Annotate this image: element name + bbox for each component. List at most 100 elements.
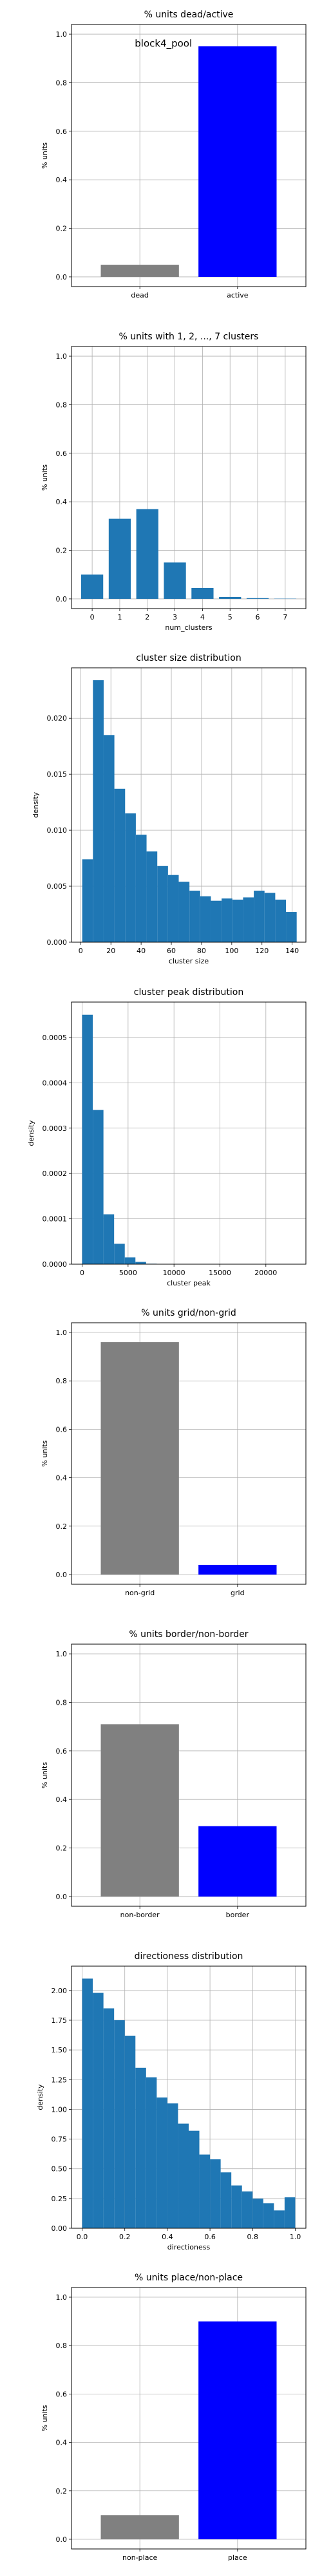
x-tick-label: 10000: [163, 1269, 185, 1277]
y-tick-label: 0.0000: [43, 1260, 68, 1269]
x-tick-label: non-place: [122, 2553, 157, 2562]
y-tick-label: 0.0001: [43, 1215, 68, 1224]
y-axis: 0.0 0.2 0.4 0.6 0.8 1.0: [56, 2293, 71, 2544]
x-tick-label: 2: [145, 613, 149, 621]
histogram-bar: [124, 1257, 136, 1264]
y-tick-label: 0.6: [56, 128, 68, 136]
histogram-bar: [286, 912, 297, 942]
axes-frame: [71, 667, 307, 943]
chart-title: % units border/non-border: [129, 1629, 248, 1640]
layer-annotation: block4_pool: [135, 38, 192, 50]
histogram-bar: [252, 2198, 263, 2228]
y-tick-label: 0.0: [56, 1893, 68, 1901]
y-tick-label: 0.0004: [43, 1079, 68, 1087]
x-tick-label: 0.2: [119, 2233, 131, 2241]
bars: [100, 1342, 277, 1575]
y-tick-label: 1.50: [52, 2046, 68, 2054]
chart-title: cluster peak distribution: [134, 987, 243, 998]
histogram-bar: [157, 866, 168, 942]
histogram-bar: [93, 1110, 104, 1264]
histogram-bar: [274, 2210, 285, 2228]
y-tick-label: 0.8: [56, 1698, 68, 1707]
bar-active: [198, 46, 277, 277]
x-axis: dead active: [131, 287, 249, 299]
bars: [80, 509, 297, 599]
y-tick-label: 1.0: [56, 30, 68, 39]
y-tick-label: 0.0005: [43, 1034, 68, 1042]
chart-panel-4: 0 5000 10000 15000 200000.00000.00010.00020.…: [27, 987, 307, 1287]
x-tick-label: 0.8: [247, 2233, 259, 2241]
chart-title: % units place/non-place: [135, 2273, 243, 2283]
bar-2: [136, 509, 158, 599]
x-tick-label: 0.4: [162, 2233, 173, 2241]
x-tick-label: 3: [173, 613, 177, 621]
x-axis-label: cluster peak: [167, 1279, 211, 1287]
chart-title: % units dead/active: [144, 10, 234, 20]
bar-5: [219, 596, 242, 599]
histogram-bar: [167, 875, 179, 942]
y-tick-label: 1.0: [56, 352, 68, 361]
y-axis-label: % units: [41, 464, 49, 491]
chart-panel-2: 0 1 2 3 4 5 6 7 0.0 0.2 0.4 0.6 0.8 1.0 % units with 1…: [41, 332, 307, 632]
bars: [100, 2321, 277, 2539]
x-tick-label: 7: [283, 613, 287, 621]
y-tick-label: 0.0: [56, 595, 68, 603]
y-axis-label: density: [27, 1120, 35, 1146]
histogram-bar: [200, 896, 211, 942]
y-tick-label: 1.25: [52, 2076, 68, 2084]
y-tick-label: 1.75: [52, 2016, 68, 2025]
axes-frame: [71, 24, 307, 287]
x-tick-label: grid: [231, 1589, 245, 1597]
y-axis: 0.0000 0.0001 0.0002 0.0003 0.0004 0.0005: [43, 1034, 71, 1269]
bar-non-place: [100, 2515, 179, 2539]
histogram-bar: [114, 2020, 125, 2228]
y-axis: 0.0 0.2 0.4 0.6 0.8 1.0: [56, 1650, 71, 1901]
x-tick-label: 120: [255, 947, 269, 955]
histogram-bar: [263, 2203, 274, 2228]
bars: [100, 46, 277, 277]
y-tick-label: 0.2: [56, 2487, 68, 2496]
y-tick-label: 0.4: [56, 498, 68, 506]
y-axis: 0.0 0.2 0.4 0.6 0.8 1.0: [56, 352, 71, 603]
x-tick-label: 15000: [209, 1269, 231, 1277]
y-axis-label: density: [36, 2084, 44, 2110]
histogram-bar: [178, 2123, 189, 2228]
chart-title: % units with 1, 2, ..., 7 clusters: [119, 332, 259, 342]
x-tick-label: active: [227, 291, 249, 299]
histogram-bar: [275, 899, 287, 942]
bar-0: [80, 574, 104, 599]
histogram-bar: [243, 897, 254, 942]
histogram-bar: [82, 1014, 93, 1264]
x-tick-label: border: [226, 1911, 250, 1919]
y-axis-label: % units: [41, 142, 49, 169]
x-tick-label: 0: [80, 1269, 84, 1277]
y-tick-label: 0.6: [56, 2390, 68, 2398]
axes-frame: [71, 1965, 307, 2229]
y-tick-label: 0.4: [56, 2439, 68, 2447]
histogram-bar: [189, 891, 200, 942]
histogram-bar: [93, 1993, 104, 2228]
bars: [82, 1978, 296, 2228]
histogram-bar: [178, 882, 190, 942]
bars: [82, 680, 297, 942]
y-axis: 0.00 0.25 0.50 0.75 1.00 1.25 1.50 1.75 2.00: [52, 1987, 71, 2233]
y-axis: 0.000 0.005 0.010 0.015 0.020: [47, 714, 71, 947]
x-axis-label: cluster size: [169, 957, 209, 965]
x-axis: 0.0 0.2 0.4 0.6 0.8 1.0: [77, 2228, 301, 2241]
x-tick-label: 0: [90, 613, 95, 621]
histogram-bar: [135, 835, 147, 942]
histogram-bar: [146, 2077, 157, 2228]
x-tick-label: 40: [137, 947, 146, 955]
histogram-bar: [242, 2191, 253, 2228]
y-tick-label: 1.00: [52, 2105, 68, 2114]
histogram-bar: [222, 898, 232, 942]
y-tick-label: 0.8: [56, 1377, 68, 1385]
chart-panel-1: dead active 0.0 0.2 0.4 0.6 0.8 1.0 % units dead…: [41, 10, 307, 299]
histogram-bar: [82, 859, 93, 942]
x-tick-label: 20000: [254, 1269, 277, 1277]
bar-3: [164, 562, 186, 599]
x-tick-label: non-border: [120, 1911, 160, 1919]
x-tick-label: 20: [106, 947, 115, 955]
y-tick-label: 0.6: [56, 1747, 68, 1756]
y-tick-label: 0.4: [56, 1795, 68, 1804]
